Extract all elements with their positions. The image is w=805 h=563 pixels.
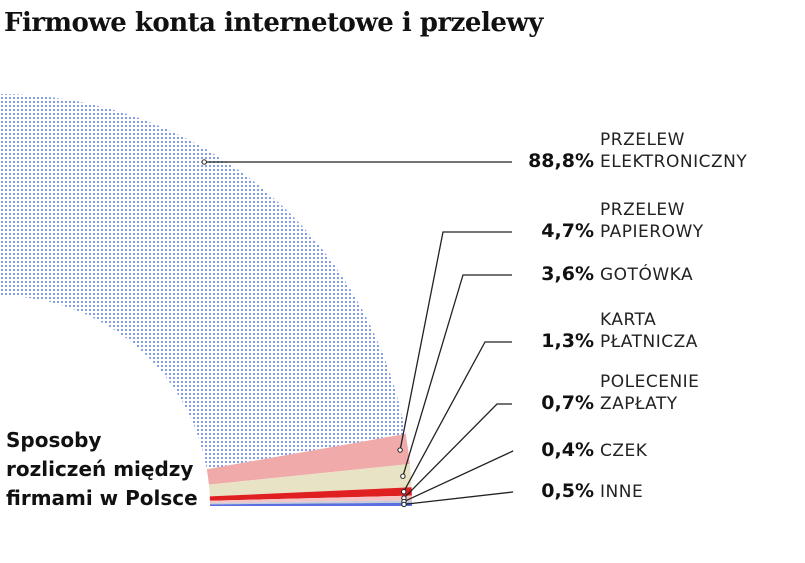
value-label-4: 1,3% bbox=[541, 330, 594, 352]
category-label-6: CZEK bbox=[600, 441, 648, 461]
value-label-1: 88,8% bbox=[528, 150, 594, 172]
value-label-2: 4,7% bbox=[541, 220, 594, 242]
category-label-1: PRZELEW ELEKTRONICZNY bbox=[600, 130, 748, 172]
leader-anchor-3 bbox=[400, 473, 406, 479]
value-label-3: 3,6% bbox=[541, 263, 594, 285]
slice-3 bbox=[208, 464, 412, 497]
slices-group bbox=[0, 94, 412, 506]
leader-line-2 bbox=[399, 231, 512, 451]
value-label-7: 0,5% bbox=[541, 480, 594, 502]
category-label-4: KARTA PŁATNICZA bbox=[600, 310, 698, 352]
leader-anchor-4 bbox=[401, 489, 407, 495]
chart-title: Firmowe konta internetowe i przelewy bbox=[4, 8, 543, 38]
leader-anchor-7 bbox=[401, 501, 407, 508]
category-label-2: PRZELEW PAPIEROWY bbox=[600, 200, 704, 242]
value-label-5: 0,7% bbox=[541, 392, 594, 414]
slice-5 bbox=[209, 495, 412, 504]
category-label-7: INNE bbox=[600, 482, 644, 502]
slice-6 bbox=[209, 500, 412, 505]
category-label-3: GOTÓWKA bbox=[600, 265, 694, 285]
slice-4 bbox=[209, 487, 412, 501]
leader-line-4 bbox=[403, 341, 512, 493]
slice-2 bbox=[206, 433, 410, 485]
leader-line-6 bbox=[403, 450, 514, 503]
leader-anchor-1 bbox=[201, 159, 207, 165]
value-label-6: 0,4% bbox=[541, 439, 594, 461]
chart-subtitle: Sposoby rozliczeń między firmami w Polsc… bbox=[6, 428, 198, 510]
slice-7 bbox=[209, 502, 412, 506]
category-label-5: POLECENIE ZAPŁATY bbox=[600, 372, 700, 414]
leader-line-7 bbox=[403, 491, 514, 506]
slice-1 bbox=[0, 94, 406, 470]
leader-anchor-2 bbox=[397, 447, 403, 453]
leader-lines-group bbox=[201, 159, 514, 508]
leader-line-5 bbox=[403, 403, 512, 499]
leader-line-3 bbox=[402, 274, 512, 477]
